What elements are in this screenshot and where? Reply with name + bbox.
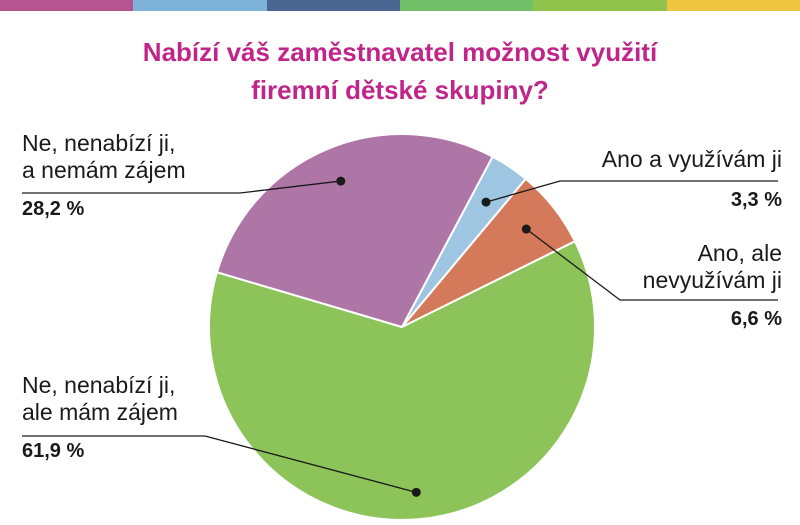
label-ano-nevyuzivam-line2: nevyužívám ji <box>642 267 782 293</box>
label-ano-vyuzivam-value: 3,3 % <box>730 189 782 211</box>
label-ne-nezajem-value: 28,2 % <box>22 198 85 220</box>
stripe-segment <box>133 0 267 11</box>
label-ne-nezajem: Ne, nenabízí ji, a nemám zájem 28,2 % <box>22 130 186 223</box>
leader-dot-ano-nevyuzivam <box>521 224 531 234</box>
leader-line-ano-nevyuzivam <box>525 228 778 301</box>
stripe-segment <box>399 0 534 11</box>
label-ano-nevyuzivam-value: 6,6 % <box>730 308 782 330</box>
label-ne-zajem: Ne, nenabízí ji, ale mám zájem 61,9 % <box>22 372 178 465</box>
chart-title: Nabízí váš zaměstnavatel možnost využití… <box>0 33 800 109</box>
stripe-segment <box>0 0 134 11</box>
label-ne-zajem-line2: ale mám zájem <box>22 399 178 425</box>
chart-title-line1: Nabízí váš zaměstnavatel možnost využití <box>142 37 658 67</box>
label-ne-nezajem-line2: a nemám zájem <box>22 157 186 183</box>
label-ne-zajem-value: 61,9 % <box>22 440 85 462</box>
leader-dot-ano-vyuzivam <box>481 197 491 207</box>
leader-line-ne-nezajem <box>22 180 341 194</box>
leader-line-ano-vyuzivam <box>485 180 778 203</box>
leader-dot-ne-zajem <box>411 487 421 497</box>
stripe-segment <box>666 0 800 11</box>
color-stripe <box>0 0 800 11</box>
pie-slice-ne-nezajem <box>215 133 494 329</box>
chart-title-line2: firemní dětské skupiny? <box>251 75 549 105</box>
stripe-segment <box>533 0 667 11</box>
label-ano-nevyuzivam-line1: Ano, ale <box>697 240 782 266</box>
stripe-segment <box>266 0 400 11</box>
pie-slice-ne-zajem <box>208 239 596 521</box>
leader-dot-ne-nezajem <box>336 176 346 186</box>
label-ne-nezajem-line1: Ne, nenabízí ji, <box>22 130 176 156</box>
label-ano-vyuzivam: Ano a využívám ji 3,3 % <box>602 146 782 214</box>
leader-line-ne-zajem <box>22 435 417 493</box>
label-ne-zajem-line1: Ne, nenabízí ji, <box>22 372 176 398</box>
label-ano-vyuzivam-line1: Ano a využívám ji <box>601 146 782 172</box>
label-ano-nevyuzivam: Ano, ale nevyužívám ji 6,6 % <box>643 240 782 333</box>
